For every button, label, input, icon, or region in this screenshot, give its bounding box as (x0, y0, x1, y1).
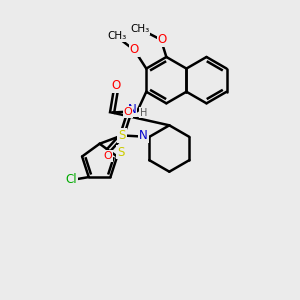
Text: O: O (130, 43, 139, 56)
Text: H: H (140, 108, 148, 118)
Text: O: O (111, 79, 120, 92)
Text: Cl: Cl (65, 173, 77, 186)
Text: S: S (117, 146, 124, 158)
Text: O: O (124, 107, 132, 117)
Text: CH₃: CH₃ (130, 24, 149, 34)
Text: O: O (158, 33, 167, 46)
Text: N: N (139, 129, 148, 142)
Text: CH₃: CH₃ (107, 31, 126, 41)
Text: S: S (118, 129, 126, 142)
Text: O: O (103, 151, 112, 160)
Text: N: N (128, 103, 136, 116)
